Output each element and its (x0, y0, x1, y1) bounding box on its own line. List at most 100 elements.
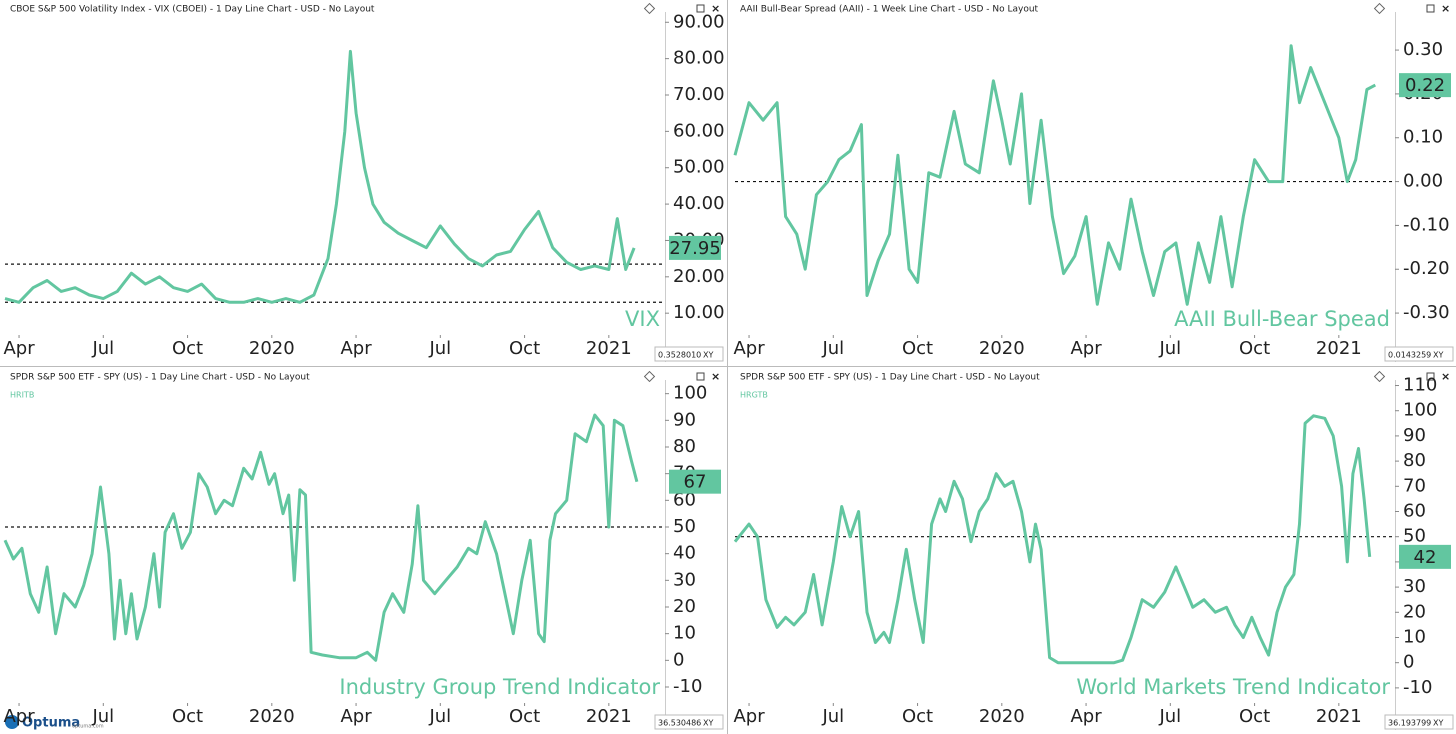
x-tick-label: 2020 (979, 338, 1025, 359)
y-tick-label: 90.00 (673, 11, 725, 32)
y-tick-label: 20 (1403, 601, 1426, 622)
y-tick-label: 20 (673, 596, 696, 617)
x-tick-label: Apr (340, 338, 372, 359)
logo-url: optuma.com (72, 724, 104, 730)
icon-close[interactable]: × (1441, 2, 1450, 15)
icon-diamond[interactable] (643, 370, 656, 383)
x-tick-label: Jul (1158, 338, 1181, 359)
x-tick-label: Apr (733, 338, 765, 359)
icon-diamond[interactable] (643, 2, 656, 15)
x-tick-label: Apr (340, 706, 372, 727)
y-tick-label: 80.00 (673, 48, 725, 69)
x-tick-label: Apr (3, 338, 35, 359)
chart-panel: CBOE S&P 500 Volatility Index - VIX (CBO… (3, 2, 725, 362)
icon-maximize[interactable] (696, 372, 705, 381)
y-tick-label: 80 (673, 436, 696, 457)
x-tick-label: 2020 (249, 706, 295, 727)
corner-box (654, 714, 724, 730)
y-tick-label: 90 (1403, 425, 1426, 446)
corner-box (1384, 714, 1454, 730)
icon-close[interactable]: × (1441, 370, 1450, 383)
corner-tag: XY (1433, 351, 1443, 360)
last-value-label: 42 (1414, 547, 1437, 568)
last-value-box (1399, 544, 1451, 569)
y-tick-label: -0.30 (1403, 302, 1450, 323)
chart-panel: SPDR S&P 500 ETF - SPY (US) - 1 Day Line… (733, 370, 1454, 730)
y-tick-label: 50 (673, 516, 696, 537)
y-tick-label: 0.30 (1403, 39, 1443, 60)
logo-icon (5, 715, 19, 729)
icon-diamond[interactable] (1373, 2, 1386, 15)
icon-diamond[interactable] (1373, 370, 1386, 383)
data-line (3, 413, 639, 662)
chart-title: CBOE S&P 500 Volatility Index - VIX (CBO… (10, 5, 375, 15)
x-tick-label: Apr (1070, 338, 1102, 359)
y-tick-label: 100 (1403, 400, 1437, 421)
icon-close[interactable]: × (711, 2, 720, 15)
y-tick-label: 60 (673, 489, 696, 510)
chart-title: SPDR S&P 500 ETF - SPY (US) - 1 Day Line… (740, 373, 1040, 383)
x-tick-label: Oct (1239, 338, 1270, 359)
x-tick-label: Oct (172, 338, 203, 359)
y-tick-label: 10.00 (673, 302, 725, 323)
last-value-box (1399, 73, 1451, 98)
y-tick-label: 90 (673, 409, 696, 430)
x-tick-label: 2021 (1316, 338, 1362, 359)
y-tick-label: 60 (1403, 501, 1426, 522)
y-tick-label: 0 (1403, 652, 1414, 673)
y-tick-label: -10 (673, 676, 702, 697)
corner-label: 36.193799 (1388, 719, 1431, 728)
x-tick-label: Oct (902, 338, 933, 359)
corner-tag: XY (703, 719, 713, 728)
last-value-label: 0.22 (1405, 75, 1445, 96)
x-tick-label: Apr (3, 706, 35, 727)
y-tick-label: 40.00 (673, 193, 725, 214)
x-tick-label: Oct (1239, 706, 1270, 727)
x-tick-label: Jul (91, 338, 114, 359)
y-tick-label: 20.00 (673, 266, 725, 287)
last-value-label: 27.95 (669, 238, 721, 259)
x-tick-label: 2021 (586, 338, 632, 359)
x-tick-label: 2021 (586, 706, 632, 727)
x-tick-label: 2021 (1316, 706, 1362, 727)
watermark: VIX (625, 307, 660, 331)
watermark: Industry Group Trend Indicator (339, 675, 660, 699)
branding: Optuma optuma.com (5, 715, 104, 731)
logo-text: Optuma (22, 716, 80, 731)
icon-close[interactable]: × (711, 370, 720, 383)
icon-maximize[interactable] (1426, 372, 1435, 381)
corner-box (654, 346, 724, 362)
corner-tag: XY (703, 351, 713, 360)
icon-maximize[interactable] (696, 4, 705, 13)
x-tick-label: Jul (1158, 706, 1181, 727)
x-tick-label: Apr (733, 706, 765, 727)
y-tick-label: 10 (673, 623, 696, 644)
last-value-label: 67 (684, 472, 707, 493)
y-tick-label: 10 (1403, 626, 1426, 647)
y-tick-label: 100 (673, 383, 707, 404)
chart-panel: SPDR S&P 500 ETF - SPY (US) - 1 Day Line… (3, 370, 724, 730)
x-tick-label: Jul (821, 338, 844, 359)
y-tick-label: 70 (1403, 475, 1426, 496)
x-tick-label: Jul (428, 338, 451, 359)
x-tick-label: 2020 (249, 338, 295, 359)
x-tick-label: 2020 (979, 706, 1025, 727)
y-tick-label: 0 (673, 649, 684, 670)
x-tick-label: Jul (428, 706, 451, 727)
series-label: HRGTB (740, 391, 768, 400)
series-label: HRITB (10, 391, 34, 400)
y-tick-label: -0.20 (1403, 258, 1450, 279)
y-tick-label: 50 (1403, 526, 1426, 547)
x-tick-label: Apr (1070, 706, 1102, 727)
y-tick-label: 30 (1403, 576, 1426, 597)
corner-box (1384, 346, 1454, 362)
y-tick-label: -0.10 (1403, 214, 1450, 235)
y-tick-label: 50.00 (673, 157, 725, 178)
corner-label: 0.0143259 (1388, 351, 1431, 360)
y-tick-label: 80 (1403, 450, 1426, 471)
y-tick-label: -10 (1403, 677, 1432, 698)
corner-label: 0.3528010 (658, 351, 701, 360)
last-value-box (669, 235, 721, 260)
icon-maximize[interactable] (1426, 4, 1435, 13)
